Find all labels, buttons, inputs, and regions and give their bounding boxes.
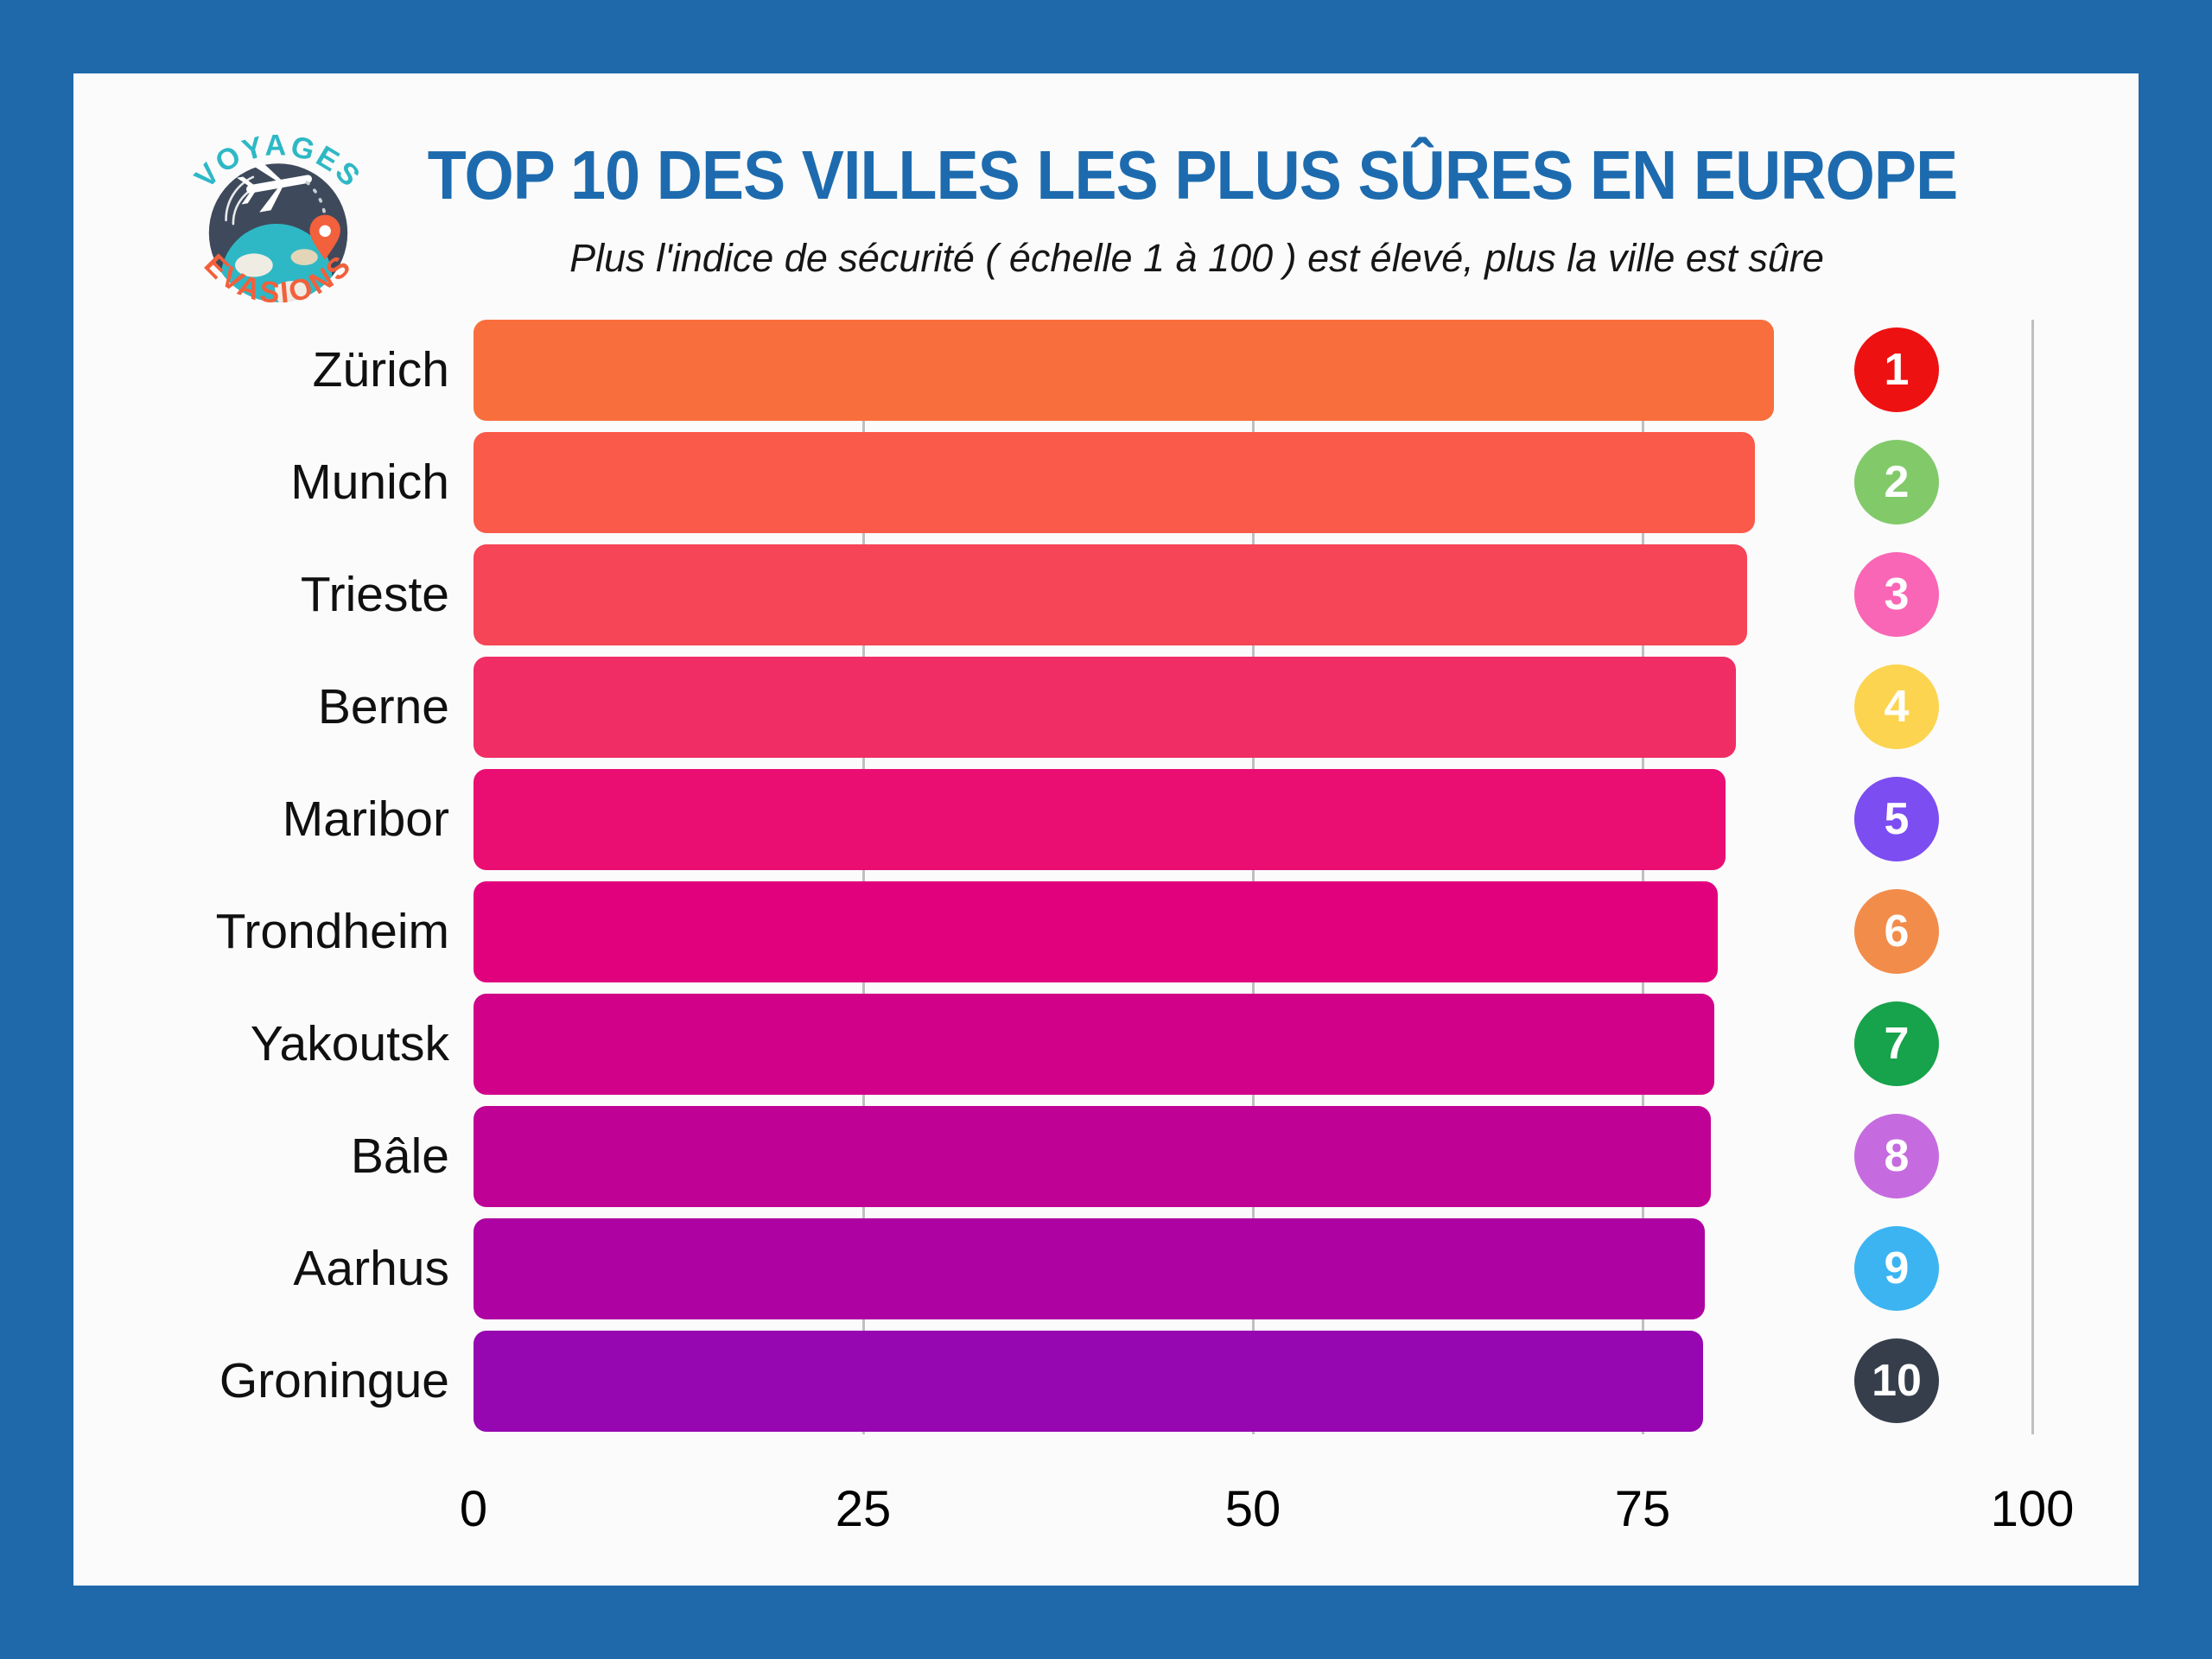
rank-badge: 3: [1854, 552, 1939, 637]
logo-globe-icon: [220, 224, 333, 302]
chart-row: Zürich 1: [73, 320, 2139, 421]
rank-badge: 5: [1854, 777, 1939, 861]
rank-badge-label: 5: [1884, 794, 1910, 844]
rank-badge: 2: [1854, 440, 1939, 524]
chart-row: Trondheim 6: [73, 881, 2139, 982]
city-label: Munich: [290, 454, 449, 510]
city-label: Groningue: [219, 1353, 449, 1408]
rank-badge-label: 2: [1884, 457, 1910, 507]
city-bar: [474, 769, 1726, 870]
gridline-100: [2031, 320, 2034, 1434]
x-tick-label: 0: [459, 1481, 488, 1537]
city-bar: [474, 320, 1774, 421]
rank-badge-label: 6: [1884, 906, 1910, 957]
page-title: TOP 10 DES VILLES LES PLUS SÛRES EN EURO…: [427, 137, 1958, 213]
chart-row: Berne 4: [73, 657, 2139, 758]
city-label: Trondheim: [215, 904, 449, 959]
city-label: Trieste: [300, 567, 449, 622]
chart-row: Yakoutsk 7: [73, 994, 2139, 1095]
rank-badge: 1: [1854, 327, 1939, 412]
x-tick-label: 75: [1614, 1481, 1671, 1537]
chart-row: Groningue 10: [73, 1331, 2139, 1432]
city-bar: [474, 1331, 1704, 1432]
x-tick-label: 100: [1990, 1481, 2075, 1537]
city-label: Yakoutsk: [250, 1016, 449, 1071]
city-bar: [474, 432, 1755, 533]
rank-badge: 7: [1854, 1001, 1939, 1086]
x-tick-label: 25: [835, 1481, 892, 1537]
chart-row: Trieste 3: [73, 544, 2139, 645]
gridline-25: [862, 320, 865, 1434]
rank-badge: 6: [1854, 889, 1939, 974]
rank-badge: 10: [1854, 1338, 1939, 1423]
rank-badge-label: 10: [1872, 1356, 1922, 1406]
city-label: Aarhus: [293, 1241, 449, 1296]
city-bar: [474, 544, 1747, 645]
rank-badge-label: 4: [1884, 682, 1910, 732]
city-label: Berne: [317, 679, 449, 734]
page-subtitle: Plus l'indice de sécurité ( échelle 1 à …: [569, 236, 1824, 280]
city-label: Bâle: [350, 1128, 449, 1184]
rank-badge-label: 7: [1884, 1019, 1910, 1069]
city-label: Zürich: [312, 342, 449, 397]
voyages-evasions-logo: VOYAGES EVASIONS: [188, 129, 365, 310]
city-bar: [474, 881, 1718, 982]
x-tick-label: 50: [1224, 1481, 1281, 1537]
infographic-card: VOYAGES EVASIONS TOP 1: [73, 73, 2139, 1586]
logo-airplane-icon: [237, 162, 313, 213]
chart-row: Maribor 5: [73, 769, 2139, 870]
rank-badge-label: 1: [1884, 345, 1910, 395]
gridline-50: [1252, 320, 1255, 1434]
chart: Zürich 1 Munich 2 Trieste 3 Berne 4 Maribor 5 Tron…: [73, 73, 2139, 1586]
rank-badge: 8: [1854, 1114, 1939, 1198]
rank-badge-label: 9: [1884, 1243, 1910, 1294]
rank-badge: 4: [1854, 664, 1939, 749]
chart-row: Aarhus 9: [73, 1218, 2139, 1319]
chart-row: Bâle 8: [73, 1106, 2139, 1207]
city-label: Maribor: [282, 791, 449, 847]
rank-badge: 9: [1854, 1226, 1939, 1311]
chart-row: Munich 2: [73, 432, 2139, 533]
rank-badge-label: 3: [1884, 569, 1910, 620]
city-bar: [474, 1106, 1712, 1207]
city-bar: [474, 657, 1737, 758]
logo-pin-icon: [309, 214, 340, 260]
rank-badge-label: 8: [1884, 1131, 1910, 1181]
city-bar: [474, 1218, 1706, 1319]
city-bar: [474, 994, 1714, 1095]
gridline-75: [1642, 320, 1644, 1434]
